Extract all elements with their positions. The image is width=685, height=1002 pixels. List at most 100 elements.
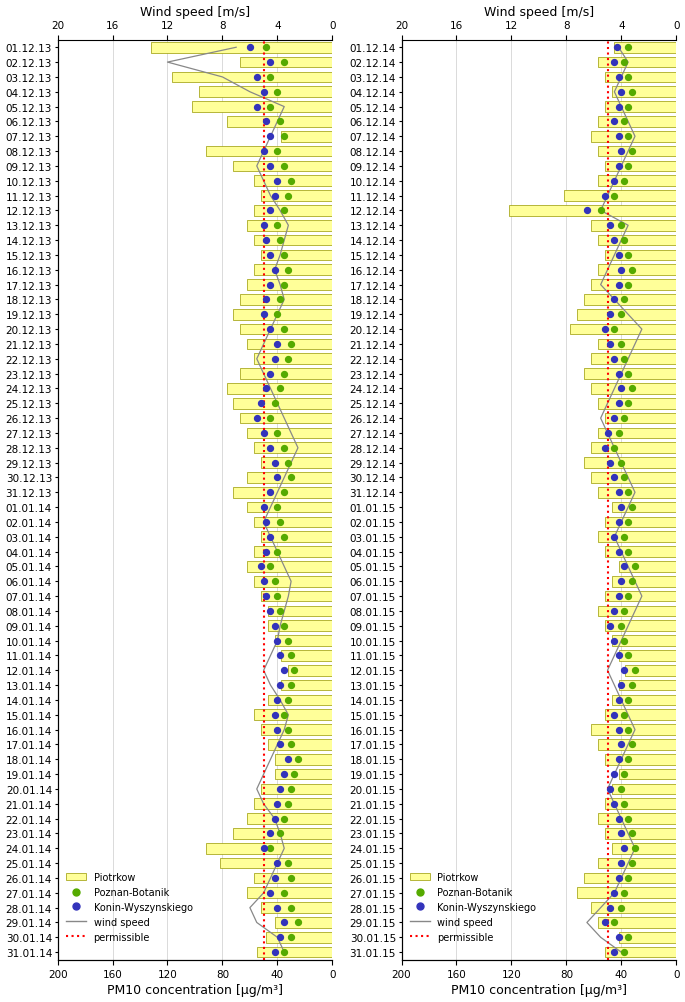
- Point: [265, 529, 276, 545]
- Bar: [234, 487, 332, 498]
- Point: [630, 559, 640, 575]
- Point: [609, 633, 620, 649]
- Point: [619, 796, 630, 812]
- Bar: [254, 176, 332, 187]
- Point: [627, 144, 638, 160]
- Bar: [605, 591, 676, 602]
- Point: [609, 232, 620, 248]
- Bar: [227, 384, 332, 395]
- Bar: [598, 399, 676, 409]
- Bar: [591, 354, 676, 365]
- Point: [286, 173, 297, 189]
- Bar: [247, 340, 332, 350]
- Point: [609, 470, 620, 486]
- Bar: [172, 72, 332, 83]
- Point: [265, 485, 276, 501]
- Point: [286, 647, 297, 663]
- Point: [613, 544, 624, 560]
- Bar: [619, 932, 676, 943]
- Point: [613, 158, 624, 174]
- Point: [623, 366, 634, 382]
- Point: [272, 218, 283, 234]
- Point: [613, 811, 624, 827]
- Point: [272, 721, 283, 737]
- Bar: [584, 458, 676, 469]
- Point: [265, 559, 276, 575]
- Point: [613, 692, 624, 708]
- Point: [269, 188, 280, 204]
- Point: [623, 278, 634, 294]
- Point: [630, 662, 640, 678]
- Point: [265, 411, 276, 427]
- Point: [627, 736, 638, 753]
- Bar: [268, 739, 332, 750]
- Point: [619, 559, 630, 575]
- Point: [627, 856, 638, 872]
- Point: [279, 55, 290, 71]
- Point: [272, 692, 283, 708]
- Point: [269, 396, 280, 412]
- Point: [265, 278, 276, 294]
- Point: [256, 559, 266, 575]
- Bar: [605, 947, 676, 958]
- Bar: [247, 814, 332, 825]
- Bar: [261, 591, 332, 602]
- Point: [619, 603, 630, 619]
- Bar: [598, 117, 676, 127]
- Point: [286, 929, 297, 945]
- Point: [605, 618, 616, 634]
- Bar: [247, 561, 332, 572]
- Point: [272, 633, 283, 649]
- Point: [609, 55, 620, 71]
- Point: [613, 70, 624, 86]
- Point: [627, 381, 638, 397]
- Point: [627, 574, 638, 590]
- Bar: [591, 280, 676, 291]
- Bar: [591, 903, 676, 913]
- Bar: [240, 369, 332, 380]
- Bar: [247, 502, 332, 513]
- Point: [623, 485, 634, 501]
- Point: [623, 811, 634, 827]
- Point: [609, 188, 620, 204]
- Point: [272, 144, 283, 160]
- Bar: [247, 428, 332, 439]
- Point: [265, 247, 276, 264]
- Point: [609, 796, 620, 812]
- Bar: [605, 829, 676, 839]
- Point: [283, 455, 294, 471]
- Bar: [612, 784, 676, 795]
- Point: [265, 203, 276, 219]
- Point: [265, 322, 276, 338]
- Bar: [282, 132, 332, 142]
- Point: [609, 440, 620, 456]
- Point: [609, 767, 620, 783]
- Bar: [598, 176, 676, 187]
- Point: [623, 692, 634, 708]
- Bar: [254, 517, 332, 528]
- Point: [616, 337, 627, 353]
- Bar: [268, 695, 332, 705]
- Point: [612, 40, 623, 56]
- Bar: [261, 724, 332, 735]
- X-axis label: PM10 concentration [μg/m³]: PM10 concentration [μg/m³]: [107, 983, 283, 996]
- Point: [283, 352, 294, 368]
- Point: [613, 647, 624, 663]
- Bar: [254, 443, 332, 454]
- Point: [616, 381, 627, 397]
- Point: [265, 158, 276, 174]
- Bar: [577, 310, 676, 321]
- Bar: [598, 606, 676, 616]
- Bar: [584, 369, 676, 380]
- Bar: [227, 117, 332, 127]
- Point: [616, 84, 627, 100]
- Point: [616, 618, 627, 634]
- Point: [292, 915, 303, 931]
- Bar: [598, 739, 676, 750]
- Bar: [254, 354, 332, 365]
- Point: [627, 500, 638, 516]
- Point: [272, 173, 283, 189]
- Point: [265, 366, 276, 382]
- Point: [275, 929, 286, 945]
- Point: [619, 885, 630, 901]
